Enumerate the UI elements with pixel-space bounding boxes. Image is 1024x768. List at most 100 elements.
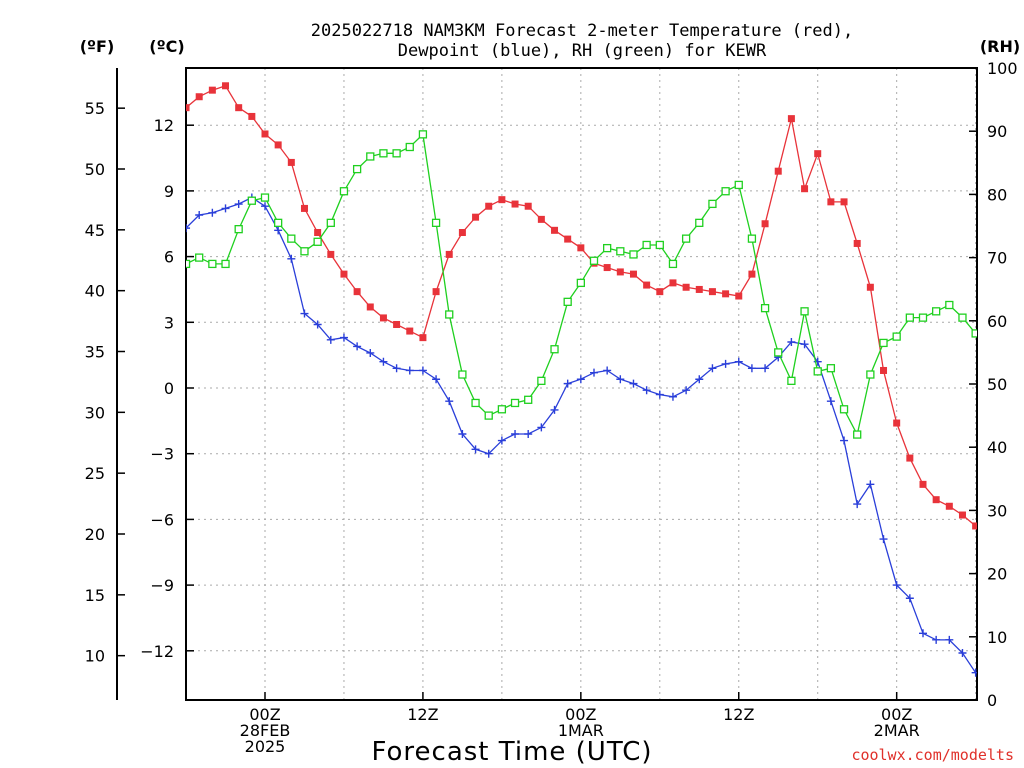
- rh-point: [550, 345, 559, 354]
- temperature-point: [432, 288, 440, 296]
- dewpoint-point: [458, 429, 467, 438]
- rh-point: [971, 329, 977, 338]
- chart-title-line2: Dewpoint (blue), RH (green) for KEWR: [398, 41, 767, 61]
- rh-point: [274, 218, 283, 227]
- temperature-point: [419, 334, 427, 342]
- rh-point: [537, 376, 546, 385]
- temperature-point: [840, 198, 848, 206]
- dewpoint-point: [208, 208, 217, 217]
- fahrenheit-unit-label: (ºF): [80, 37, 115, 56]
- fahrenheit-tick-label: 50: [85, 160, 105, 179]
- rh-point: [681, 234, 691, 243]
- rh-point: [866, 370, 875, 379]
- temperature-point: [498, 196, 506, 204]
- temperature-point: [235, 104, 243, 112]
- dewpoint-point: [186, 224, 191, 233]
- rh-tick-label: 80: [987, 185, 1007, 204]
- temperature-point: [603, 264, 611, 272]
- x-tick-label: 12Z: [723, 705, 754, 724]
- dewpoint-point: [326, 335, 335, 344]
- rh-point: [524, 395, 533, 404]
- dewpoint-point: [958, 648, 967, 657]
- celsius-unit-label: (ºC): [149, 37, 184, 56]
- temperature-point: [893, 419, 901, 427]
- temperature-point: [748, 270, 756, 278]
- celsius-tick-label: 3: [164, 313, 174, 332]
- x-tick-label: 00Z: [881, 705, 912, 724]
- rh-point: [186, 259, 191, 269]
- rh-tick-label: 60: [987, 312, 1007, 331]
- temperature-point: [945, 502, 953, 510]
- temperature-point: [695, 285, 703, 293]
- rh-point: [576, 278, 585, 288]
- temperature-point: [853, 239, 861, 247]
- rh-point: [800, 307, 809, 316]
- dewpoint-point: [840, 436, 849, 445]
- rh-point: [510, 398, 520, 408]
- rh-point: [339, 187, 349, 196]
- dewpoint-point: [919, 629, 927, 638]
- temperature-point: [629, 270, 637, 278]
- x-tick-label: 28FEB: [240, 721, 291, 740]
- celsius-tick-label: 12: [154, 116, 174, 135]
- dewpoint-point: [826, 397, 835, 406]
- rh-point: [392, 149, 401, 158]
- dewpoint-point: [261, 202, 269, 211]
- dewpoint-point: [734, 357, 743, 366]
- rh-point: [760, 304, 770, 313]
- rh-point: [813, 367, 822, 376]
- dewpoint-point: [668, 392, 677, 401]
- rh-point: [642, 240, 651, 250]
- dewpoint-point: [471, 445, 480, 454]
- dewpoint-point: [563, 379, 572, 388]
- data-series: [186, 82, 977, 677]
- temperature-point: [551, 226, 559, 234]
- fahrenheit-tick-label: 25: [85, 464, 105, 483]
- dewpoint-point: [603, 366, 612, 375]
- x-tick-label: 2025: [245, 737, 286, 756]
- temperature-point: [827, 198, 835, 206]
- temperature-point: [195, 93, 203, 101]
- rh-point: [431, 218, 441, 227]
- rh-point: [853, 430, 862, 439]
- temperature-point: [958, 511, 966, 519]
- rh-point: [484, 411, 493, 420]
- dewpoint-point: [682, 386, 691, 395]
- temperature-point: [261, 130, 269, 138]
- temperature-point: [445, 250, 453, 258]
- fahrenheit-tick-label: 35: [85, 343, 105, 362]
- rh-point: [603, 243, 612, 253]
- x-tick-label: 12Z: [407, 705, 438, 724]
- dewpoint-point: [932, 635, 941, 644]
- dewpoint-point: [787, 338, 796, 347]
- temperature-point: [300, 204, 308, 212]
- dewpoint-point: [945, 635, 954, 644]
- temperature-point: [906, 454, 914, 462]
- temperature-point: [248, 112, 256, 120]
- dewpoint-point: [511, 429, 520, 438]
- dewpoint-point: [221, 204, 230, 213]
- temperature-point: [564, 235, 572, 243]
- temperature-point: [472, 213, 480, 221]
- dewpoint-point: [379, 357, 388, 366]
- rh-point: [471, 398, 480, 408]
- dewpoint-point: [353, 342, 362, 351]
- dewpoint-point: [287, 254, 296, 263]
- dewpoint-point: [892, 581, 901, 590]
- dewpoint-point: [721, 359, 730, 368]
- rh-point: [313, 237, 322, 246]
- temperature-point: [340, 270, 348, 278]
- temperature-point: [722, 290, 730, 298]
- celsius-tick-label: −12: [140, 642, 174, 661]
- dewpoint-point: [432, 375, 441, 384]
- temperature-point: [393, 320, 401, 328]
- dewpoint-point: [445, 397, 454, 406]
- temperature-point: [511, 200, 519, 208]
- fahrenheit-tick-label: 30: [85, 403, 105, 422]
- rh-point: [958, 313, 967, 322]
- rh-point: [918, 313, 928, 322]
- rh-point: [379, 149, 388, 158]
- temperature-point: [222, 82, 230, 90]
- rh-tick-label: 40: [987, 438, 1007, 457]
